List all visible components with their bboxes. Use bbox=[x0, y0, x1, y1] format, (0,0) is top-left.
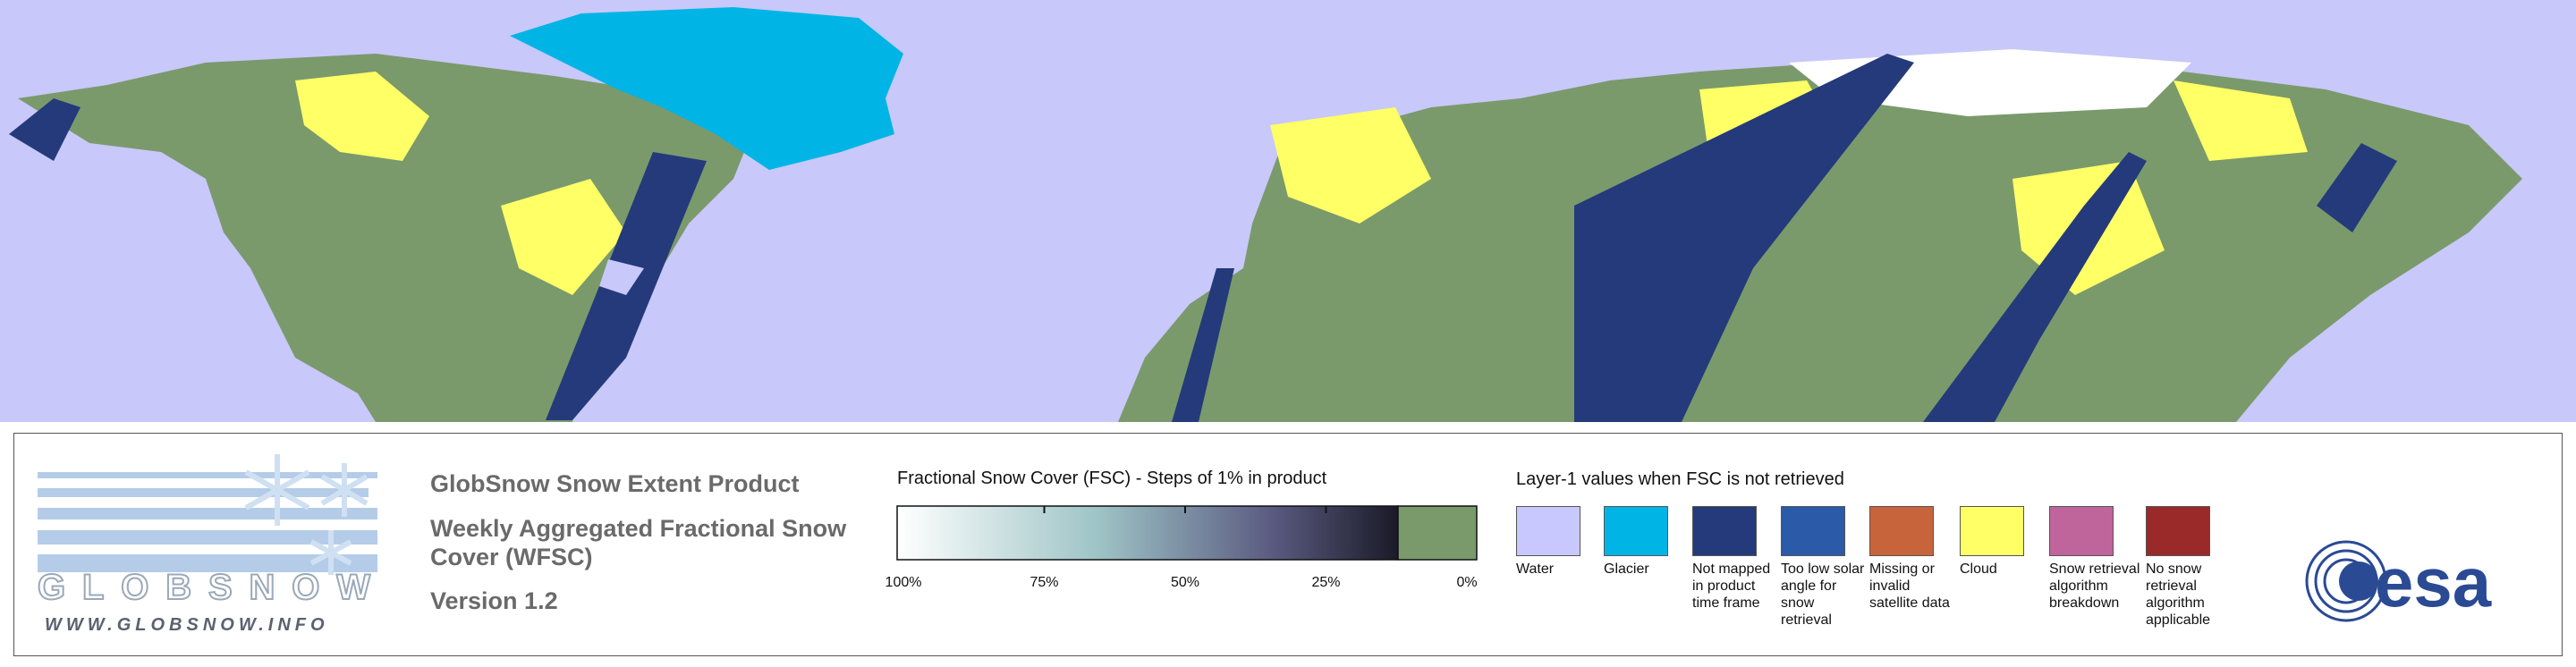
tick-label: 75% bbox=[1030, 575, 1058, 590]
esa-wordmark: esa bbox=[2375, 543, 2492, 621]
stripe bbox=[38, 508, 377, 519]
tick-label: 25% bbox=[1311, 575, 1340, 590]
stripe bbox=[38, 530, 377, 545]
north-america bbox=[18, 54, 751, 422]
legend-label: No snow retrieval algorithm applicable bbox=[2146, 561, 2211, 628]
cloud-area bbox=[2174, 80, 2308, 161]
version: Version 1.2 bbox=[430, 587, 558, 614]
legend-label: Water bbox=[1516, 561, 1555, 577]
logo-url: WWW.GLOBSNOW.INFO bbox=[45, 615, 329, 635]
snowflake bbox=[320, 463, 369, 517]
fsc-gradient bbox=[896, 505, 1399, 561]
unmapped-swath bbox=[1923, 152, 2147, 422]
logo-name: GLOBSNOW bbox=[38, 568, 377, 607]
unmapped-swath bbox=[1172, 268, 1234, 422]
unmapped-swath bbox=[2317, 143, 2397, 232]
snow-map bbox=[0, 0, 2576, 422]
eurasia bbox=[1118, 54, 2522, 422]
legend-label: Not mapped in product time frame bbox=[1692, 561, 1771, 611]
fsc-colorbar: 100% 75% 50% 25% 0% bbox=[886, 505, 1478, 590]
layer1-title: Layer-1 values when FSC is not retrieved bbox=[1516, 469, 1844, 489]
fsc-title: Fractional Snow Cover (FSC) - Steps of 1… bbox=[897, 469, 1327, 488]
tick-label: 100% bbox=[886, 575, 921, 590]
cloud-area bbox=[295, 72, 429, 161]
legend-swatch bbox=[2049, 506, 2114, 556]
legend-swatch bbox=[1604, 506, 1668, 556]
land bbox=[9, 7, 2522, 422]
stripe bbox=[38, 472, 377, 478]
legend-swatch bbox=[2146, 506, 2210, 556]
ring bbox=[2305, 540, 2387, 622]
tick-label: 0% bbox=[1456, 575, 1477, 590]
cloud-area bbox=[1270, 107, 1431, 224]
legend-label: Snow retrieval algorithm breakdown bbox=[2049, 561, 2140, 611]
lake bbox=[599, 259, 644, 295]
snowflake bbox=[244, 454, 310, 526]
unmapped-swath bbox=[9, 98, 80, 161]
legend-swatch bbox=[1781, 506, 1845, 556]
unmapped-swath bbox=[1574, 54, 1914, 422]
esa-dot bbox=[2339, 561, 2378, 601]
legend-swatch bbox=[1516, 506, 1580, 556]
legend-label: Cloud bbox=[1960, 561, 1997, 577]
no-snow-swatch bbox=[1397, 505, 1478, 561]
logo-stripes bbox=[38, 472, 377, 572]
greenland bbox=[510, 7, 903, 170]
legend-swatch bbox=[1869, 506, 1934, 556]
snowflakes bbox=[244, 454, 369, 575]
legend-swatch bbox=[1960, 506, 2024, 556]
stripe bbox=[38, 554, 377, 572]
tick-label: 50% bbox=[1171, 575, 1199, 590]
stripe bbox=[38, 488, 369, 497]
cloud-area bbox=[501, 179, 626, 295]
legend-label: Missing or invalid satellite data bbox=[1869, 561, 1950, 611]
product-subtitle: Weekly Aggregated Fractional Snow bbox=[430, 515, 847, 542]
esa-logo: esa bbox=[2305, 540, 2492, 622]
legend-label: Too low solar angle for snow retrieval bbox=[1781, 561, 1865, 628]
legend-panel bbox=[13, 433, 2563, 656]
legend-swatch bbox=[1692, 506, 1757, 556]
snowflake bbox=[309, 530, 352, 575]
product-title: GlobSnow Snow Extent Product bbox=[430, 470, 800, 497]
product-subtitle: Cover (WFSC) bbox=[430, 544, 593, 570]
legend-label: Glacier bbox=[1604, 561, 1649, 577]
globsnow-logo: GLOBSNOW WWW.GLOBSNOW.INFO bbox=[37, 454, 377, 635]
